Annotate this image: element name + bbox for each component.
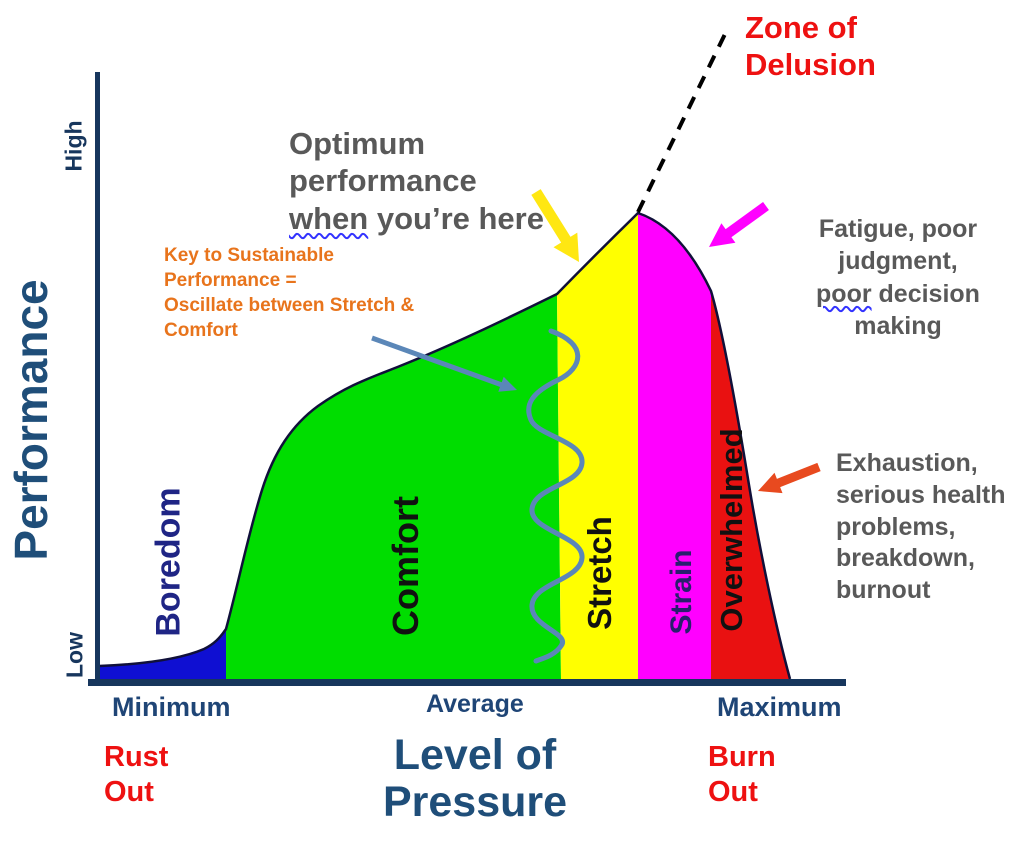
fatigue-note-part1: Fatigue, poor judgment, — [818, 214, 978, 276]
oscillation-wave — [526, 328, 585, 664]
exhaustion-arrow-line — [774, 462, 821, 489]
oscillate-arrow-head — [498, 376, 517, 392]
y-tick-high: High — [60, 120, 87, 172]
optimum-arrow-line — [531, 189, 571, 243]
zone-label-comfort: Comfort — [385, 496, 426, 636]
exhaustion-note: Exhaustion, serious health problems, bre… — [836, 449, 1006, 604]
zone-area-strain — [638, 213, 711, 679]
burn-out-note: Burn Out — [708, 741, 776, 808]
zone-label-strain: Strain — [665, 549, 698, 635]
x-tick-minimum: Minimum — [112, 692, 231, 722]
fatigue-note-wavy-word: poor — [816, 279, 872, 308]
y-axis-title: Performance — [5, 279, 57, 561]
zone-area-comfort — [226, 294, 561, 679]
zone-label-boredom: Boredom — [149, 487, 188, 637]
exhaustion-arrow-head — [758, 472, 783, 494]
optimum-note-part1: Optimum performance — [289, 126, 477, 199]
zone-of-delusion-dashed-line — [636, 29, 729, 213]
optimum-note-wavy-word: when — [289, 200, 369, 236]
x-axis-title: Level of Pressure — [382, 731, 568, 827]
fatigue-arrow-line — [723, 201, 769, 240]
optimum-arrow-head — [553, 232, 579, 262]
key-sustainable-note: Key to Sustainable Performance = Oscilla… — [164, 245, 415, 342]
optimum-performance-note: Optimum performance when you’re here — [289, 88, 544, 237]
y-tick-low: Low — [61, 632, 88, 678]
zone-area-overwhelmed — [711, 291, 790, 679]
optimum-note-part2: you’re here — [368, 200, 544, 236]
x-tick-maximum: Maximum — [717, 692, 842, 722]
y-axis-line — [95, 72, 100, 684]
zone-label-overwhelmed: Overwhelmed — [714, 428, 749, 632]
zone-of-delusion-label: Zone of Delusion — [745, 10, 876, 82]
fatigue-note-part2: decision making — [854, 279, 980, 341]
x-axis-line — [88, 679, 846, 686]
fatigue-arrow-head — [709, 223, 736, 247]
fatigue-note: Fatigue, poor judgment, poor decision ma… — [788, 180, 1008, 343]
x-tick-average: Average — [426, 690, 524, 718]
oscillate-arrow-line — [371, 335, 503, 388]
zone-label-stretch: Stretch — [581, 516, 618, 630]
rust-out-note: Rust Out — [104, 741, 169, 808]
zone-area-boredom — [99, 629, 226, 679]
zone-area-stretch — [557, 213, 638, 679]
performance-curve — [98, 211, 792, 680]
